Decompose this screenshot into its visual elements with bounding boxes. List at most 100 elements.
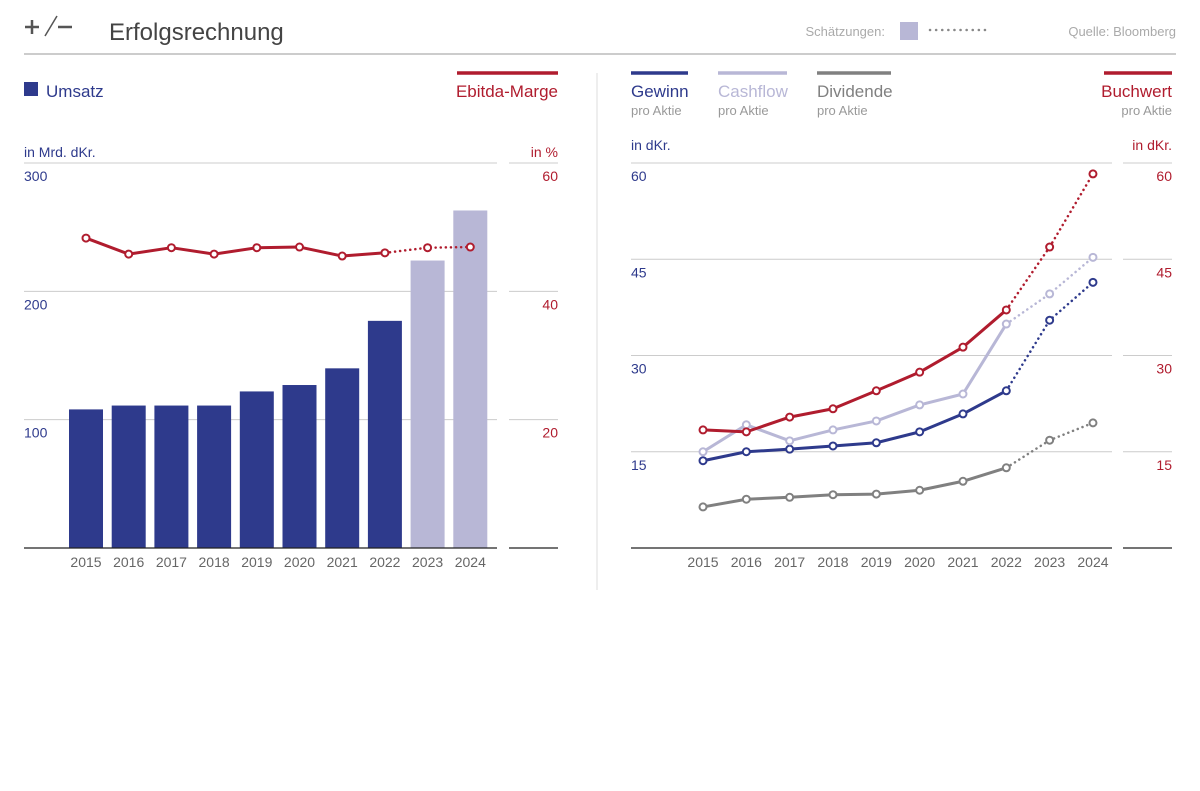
bar [111,405,146,548]
marker [166,243,176,253]
x-tick-label: 2015 [70,554,101,570]
marker [1088,277,1098,287]
x-tick-label: 2017 [774,554,805,570]
line [702,466,1007,509]
line [702,308,1008,434]
marker [741,447,751,457]
x-tick-label: 2015 [687,554,718,570]
line-estimate [1005,256,1095,326]
marker [1088,169,1098,179]
y2-tick-label: 30 [1156,361,1172,377]
marker [785,436,795,446]
marker [828,490,838,500]
marker [915,485,925,495]
marker [698,456,708,466]
x-tick-label: 2019 [861,554,892,570]
line [702,323,1008,454]
legend-sublabel: pro Aktie [817,103,868,118]
marker [124,249,134,259]
x-tick-label: 2024 [455,554,486,570]
x-tick-label: 2017 [156,554,187,570]
marker [209,249,219,259]
x-tick-label: 2019 [241,554,272,570]
marker [1045,289,1055,299]
y2-tick-label: 45 [1156,264,1172,280]
x-tick-label: 2021 [327,554,358,570]
marker [871,416,881,426]
marker [958,342,968,352]
y2-tick-label: 15 [1156,457,1172,473]
y-tick-label: 30 [631,361,647,377]
bar [325,368,360,548]
marker [1045,315,1055,325]
marker [337,251,347,261]
y-axis-unit: in dKr. [631,137,671,153]
marker [828,425,838,435]
legend-label: Ebitda-Marge [456,82,558,101]
bar [453,210,488,548]
legend-label: Gewinn [631,82,689,101]
marker [698,425,708,435]
marker [871,438,881,448]
marker [958,389,968,399]
marker [828,441,838,451]
x-tick-label: 2022 [369,554,400,570]
marker [915,400,925,410]
marker [1001,463,1011,473]
x-tick-label: 2016 [113,554,144,570]
x-tick-label: 2023 [1034,554,1065,570]
y2-tick-label: 60 [542,168,558,184]
line-estimate [383,245,472,255]
marker [252,243,262,253]
y-tick-label: 100 [24,425,48,441]
x-tick-label: 2020 [284,554,315,570]
marker [423,243,433,253]
marker [785,492,795,502]
y-tick-label: 60 [631,168,647,184]
legend-label: Cashflow [718,82,789,101]
x-tick-label: 2018 [817,554,848,570]
x-tick-label: 2023 [412,554,443,570]
marker [871,386,881,396]
y2-tick-label: 60 [1156,168,1172,184]
y-tick-label: 45 [631,264,647,280]
line [85,236,386,258]
x-tick-label: 2024 [1077,554,1108,570]
y2-axis-unit: in dKr. [1132,137,1172,153]
line-estimate [1005,281,1095,393]
marker [465,242,475,252]
y2-axis-unit: in % [531,144,558,160]
bar [197,405,232,548]
bar [410,260,445,548]
bar [154,405,189,548]
page-title: Erfolgsrechnung [109,19,284,46]
x-tick-label: 2020 [904,554,935,570]
marker [1045,242,1055,252]
marker [380,248,390,258]
marker [698,502,708,512]
marker [741,494,751,504]
source: Quelle: Bloomberg [1068,24,1176,39]
marker [958,476,968,486]
marker [828,404,838,414]
bar [282,385,317,548]
bar [367,320,402,548]
estimates-label: Schätzungen: [805,24,885,39]
marker [81,233,91,243]
logo [25,15,72,37]
legend-label: Buchwert [1101,82,1172,101]
y-axis-unit: in Mrd. dKr. [24,144,96,160]
y-tick-label: 300 [24,168,48,184]
legend-label: Dividende [817,82,893,101]
y-tick-label: 15 [631,457,647,473]
marker [1088,252,1098,262]
x-tick-label: 2016 [731,554,762,570]
y2-tick-label: 20 [542,425,558,441]
legend-label: Umsatz [46,82,104,101]
y-tick-label: 200 [24,296,48,312]
marker [741,420,751,430]
marker [785,412,795,422]
marker [915,427,925,437]
bar [69,409,103,548]
bar [239,391,274,548]
